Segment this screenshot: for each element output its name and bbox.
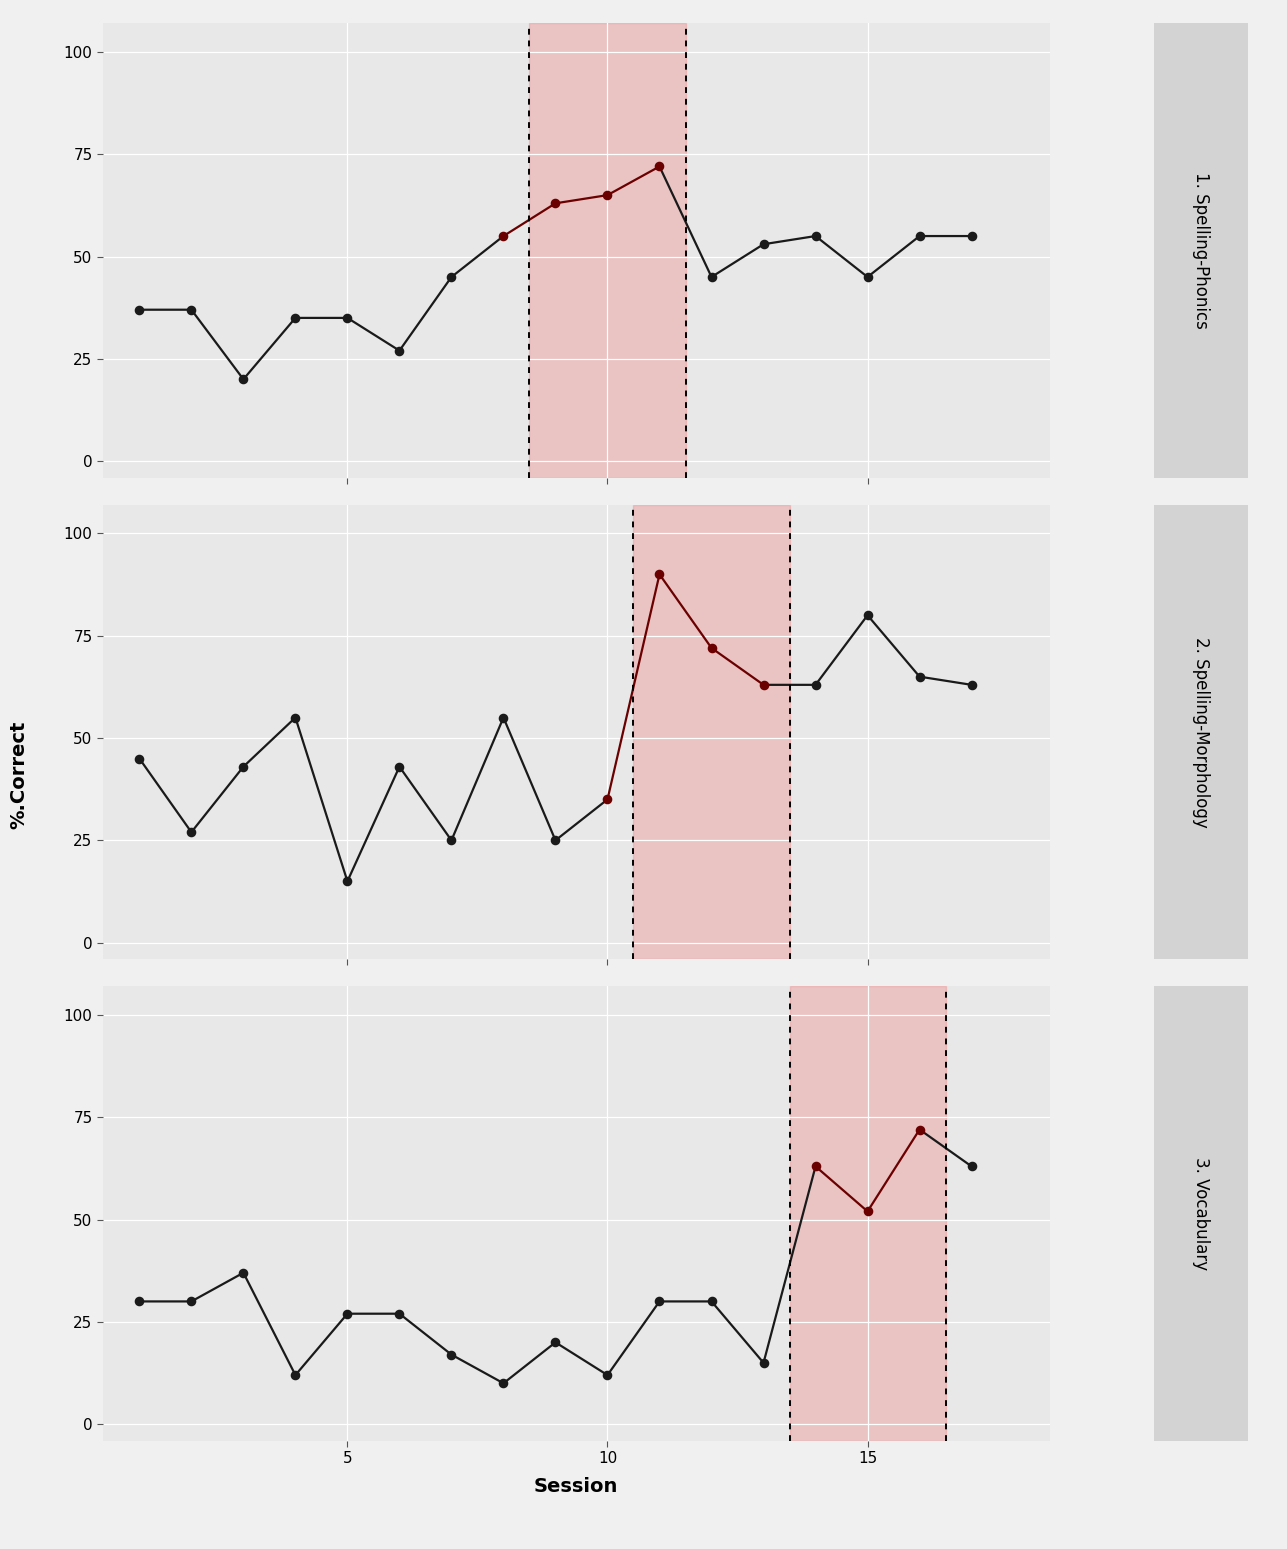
Point bbox=[597, 787, 618, 812]
Point bbox=[806, 223, 826, 248]
Point bbox=[806, 1154, 826, 1179]
Point bbox=[546, 191, 566, 215]
Bar bbox=[633, 505, 789, 959]
Point bbox=[753, 232, 773, 257]
Point bbox=[337, 869, 358, 894]
Point bbox=[233, 1261, 254, 1286]
Point bbox=[753, 1351, 773, 1376]
Point bbox=[961, 223, 982, 248]
Point bbox=[129, 297, 149, 322]
Point bbox=[806, 672, 826, 697]
Point bbox=[649, 562, 669, 587]
Bar bbox=[789, 987, 946, 1441]
X-axis label: Session: Session bbox=[534, 1478, 619, 1496]
Point bbox=[597, 183, 618, 208]
Point bbox=[233, 754, 254, 779]
Point bbox=[129, 747, 149, 771]
Point bbox=[857, 603, 878, 627]
Point bbox=[181, 1289, 202, 1314]
Point bbox=[546, 829, 566, 853]
Point bbox=[701, 265, 722, 290]
Text: 3. Vocabulary: 3. Vocabulary bbox=[1192, 1157, 1210, 1270]
Point bbox=[441, 265, 462, 290]
Point bbox=[493, 705, 514, 730]
Point bbox=[649, 153, 669, 178]
Point bbox=[857, 265, 878, 290]
Point bbox=[961, 672, 982, 697]
Point bbox=[649, 1289, 669, 1314]
Text: %.Correct: %.Correct bbox=[10, 720, 28, 829]
Point bbox=[389, 754, 409, 779]
Point bbox=[389, 338, 409, 362]
Point bbox=[389, 1301, 409, 1326]
Point bbox=[286, 305, 306, 330]
Point bbox=[441, 1343, 462, 1368]
Point bbox=[857, 1199, 878, 1224]
Point bbox=[493, 1371, 514, 1396]
Point bbox=[233, 367, 254, 392]
Point bbox=[910, 223, 931, 248]
Point bbox=[493, 223, 514, 248]
Point bbox=[701, 635, 722, 660]
Point bbox=[441, 829, 462, 853]
Point bbox=[337, 305, 358, 330]
Point bbox=[961, 1154, 982, 1179]
Text: 1. Spelling-Phonics: 1. Spelling-Phonics bbox=[1192, 172, 1210, 328]
Point bbox=[597, 1363, 618, 1388]
Point bbox=[286, 1363, 306, 1388]
Point bbox=[753, 672, 773, 697]
Text: 2. Spelling-Morphology: 2. Spelling-Morphology bbox=[1192, 637, 1210, 827]
Point bbox=[181, 297, 202, 322]
Point bbox=[701, 1289, 722, 1314]
Point bbox=[337, 1301, 358, 1326]
Point bbox=[181, 819, 202, 844]
Point bbox=[129, 1289, 149, 1314]
Point bbox=[910, 1117, 931, 1142]
Point bbox=[910, 665, 931, 689]
Point bbox=[286, 705, 306, 730]
Point bbox=[546, 1331, 566, 1355]
Bar bbox=[529, 23, 686, 477]
